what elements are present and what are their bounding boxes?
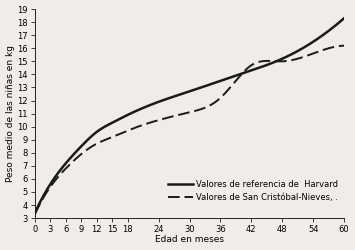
Line: Valores de referencia de  Harvard: Valores de referencia de Harvard	[35, 18, 344, 213]
Line: Valores de San Cristóbal-Nieves, .: Valores de San Cristóbal-Nieves, .	[35, 46, 344, 214]
Y-axis label: Peso medio de las niñas en kg: Peso medio de las niñas en kg	[6, 45, 15, 182]
Valores de referencia de  Harvard	[181, 92, 186, 95]
Valores de San Cristóbal-Nieves, .	[33, 213, 37, 216]
Valores de San Cristóbal-Nieves, .	[180, 113, 184, 116]
Valores de referencia de  Harvard	[180, 92, 184, 96]
Valores de referencia de  Harvard	[342, 17, 346, 20]
Valores de referencia de  Harvard	[334, 23, 339, 26]
Valores de San Cristóbal-Nieves, .	[334, 45, 339, 48]
Valores de San Cristóbal-Nieves, .	[286, 59, 290, 62]
Valores de referencia de  Harvard	[33, 212, 37, 214]
Valores de San Cristóbal-Nieves, .	[200, 107, 204, 110]
Valores de San Cristóbal-Nieves, .	[181, 112, 186, 115]
Valores de referencia de  Harvard	[286, 54, 290, 57]
Valores de referencia de  Harvard	[217, 80, 221, 83]
Legend: Valores de referencia de  Harvard, Valores de San Cristóbal-Nieves, .: Valores de referencia de Harvard, Valore…	[166, 178, 340, 204]
Valores de referencia de  Harvard	[200, 86, 204, 88]
Valores de San Cristóbal-Nieves, .	[342, 44, 346, 47]
X-axis label: Edad en meses: Edad en meses	[155, 236, 224, 244]
Valores de San Cristóbal-Nieves, .	[217, 98, 221, 101]
